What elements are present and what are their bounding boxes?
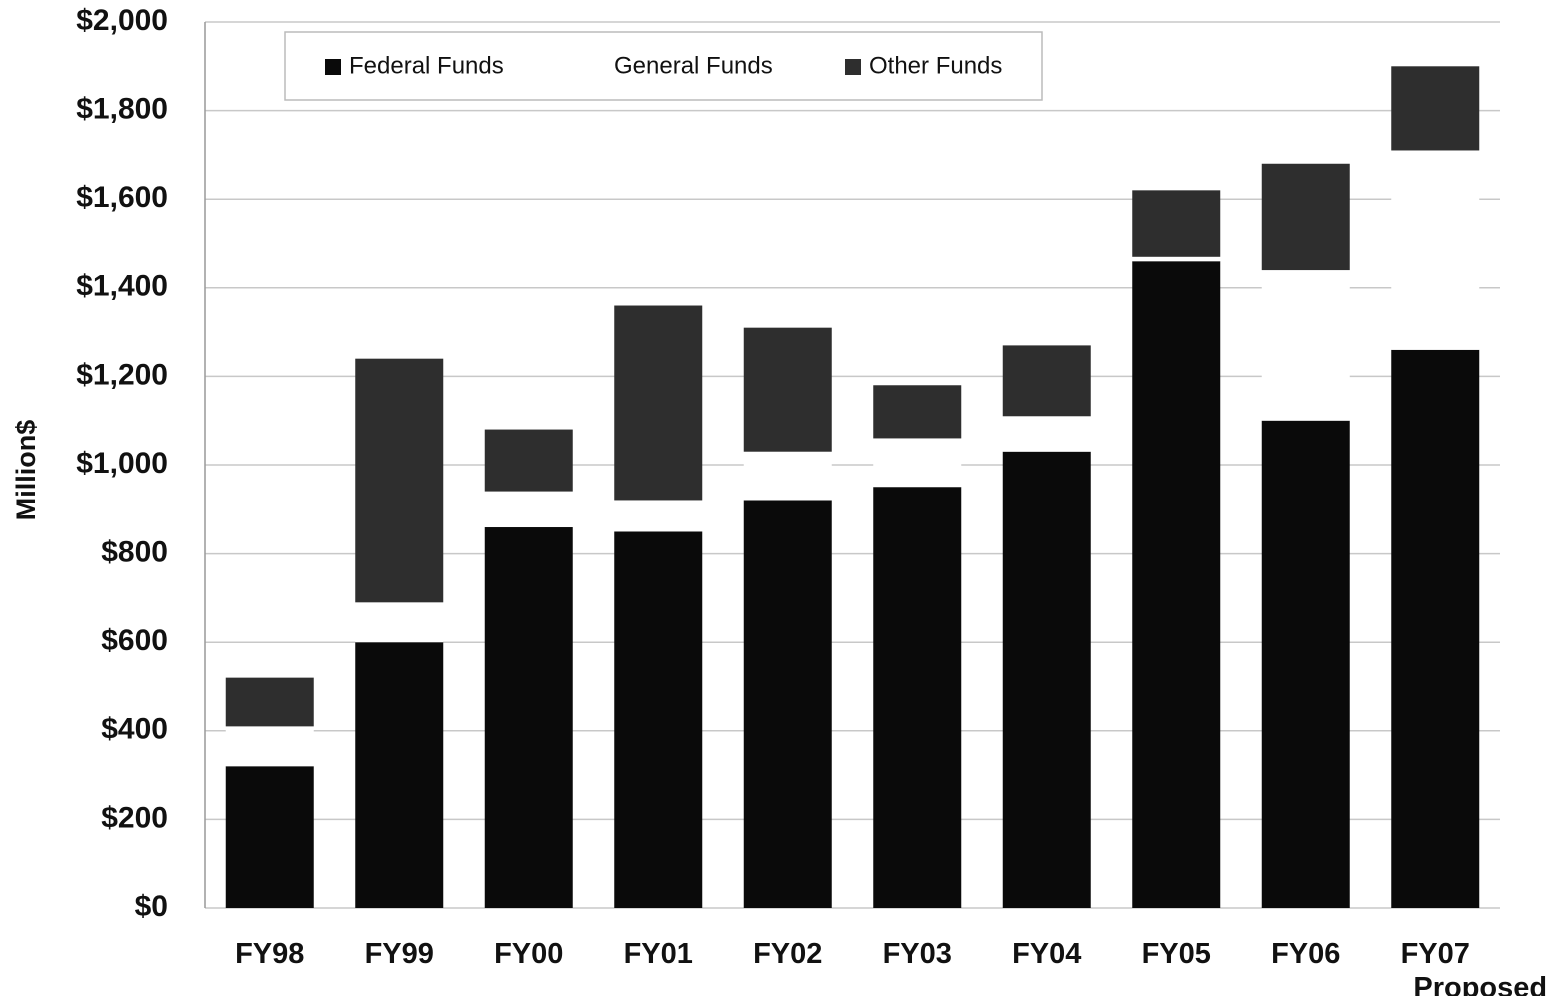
bar-segment [1132,190,1221,257]
legend-label: General Funds [614,52,773,79]
y-tick-label: $0 [135,890,168,923]
y-tick-label: $1,000 [76,447,168,480]
bar-segment [1132,256,1221,262]
y-axis-label: Million$ [11,420,41,521]
legend-box [284,31,1043,101]
bar-segment [614,500,703,532]
bar-segment [1002,451,1091,908]
bar-segment [743,451,832,501]
bar-segment [1261,270,1350,421]
x-tick-label: FY01 [624,938,693,970]
bar-segment [225,677,314,727]
y-tick-label: $600 [101,624,168,657]
legend-swatch [845,59,861,75]
y-tick-label: $1,400 [76,270,168,303]
bar-segment [484,527,573,908]
legend-swatch [590,59,606,75]
x-tick-label: FY98 [235,938,304,970]
bar-segment [614,531,703,908]
bar-segment [355,602,444,643]
bar-segment [743,500,832,908]
x-tick-label: FY04 [1012,938,1081,970]
bar-segment [225,766,314,908]
x-tick-label: FY03 [883,938,952,970]
x-tick-label: FY99 [365,938,434,970]
x-tick-label: FY00 [494,938,563,970]
bar-segment [873,385,962,439]
y-tick-label: $2,000 [76,4,168,37]
x-tick-label: FY05 [1142,938,1211,970]
bar-segment [1261,420,1350,908]
bar-segment [873,438,962,488]
y-tick-label: $200 [101,801,168,834]
bar-segment [1002,345,1091,417]
bar-segment [484,491,573,528]
x-tick-label: FY02 [753,938,822,970]
bar-segment [1002,416,1091,452]
legend-label: Other Funds [869,52,1002,79]
x-tick-label: FY07 Proposed [1401,938,1548,996]
bar-segment [743,327,832,452]
bar-segment [1132,261,1221,909]
y-tick-label: $400 [101,713,168,746]
y-tick-label: $1,200 [76,358,168,391]
x-tick-label: FY06 [1271,938,1340,970]
bar-segment [1391,150,1480,350]
bar-segment [225,726,314,767]
y-tick-label: $1,600 [76,181,168,214]
legend-swatch [325,59,341,75]
bar-segment [355,358,444,603]
bar-segment [1261,163,1350,271]
y-tick-label: $1,800 [76,93,168,126]
bar-segment [484,429,573,492]
y-tick-label: $800 [101,536,168,569]
bar-segment [1391,66,1480,151]
bar-segment [1391,349,1480,908]
bar-segment [873,487,962,908]
bar-segment [614,305,703,501]
bar-segment [355,642,444,908]
legend-label: Federal Funds [349,52,504,79]
